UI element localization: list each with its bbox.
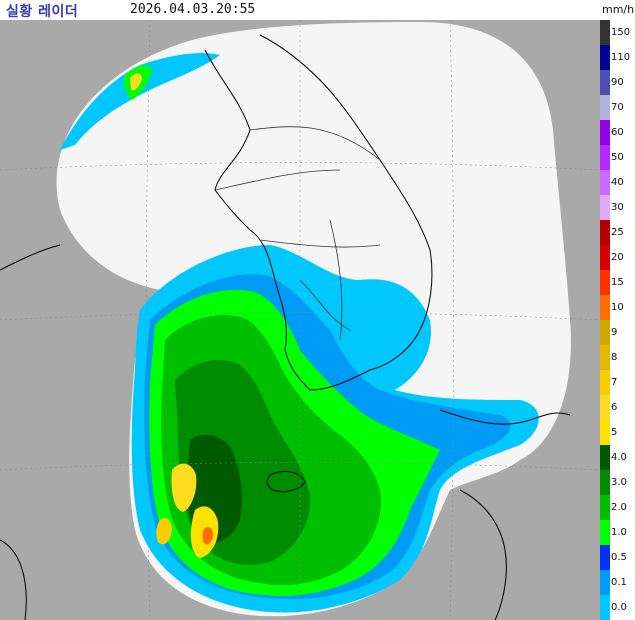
precipitation-northwest: [60, 53, 220, 150]
legend-label: 10: [611, 301, 624, 313]
legend-swatch: [600, 570, 610, 595]
legend-swatch: [600, 320, 610, 345]
legend-swatch: [600, 45, 610, 70]
legend-label: 3.0: [611, 476, 627, 488]
legend-swatch: [600, 195, 610, 220]
radar-map[interactable]: [0, 20, 600, 620]
legend-swatch: [600, 95, 610, 120]
legend-label: 5: [611, 426, 618, 438]
legend-label: 60: [611, 126, 624, 138]
observation-timestamp: 2026.04.03.20:55: [130, 2, 256, 17]
legend-label: 50: [611, 151, 624, 163]
legend-label: 7: [611, 376, 618, 388]
legend-swatch: [600, 170, 610, 195]
legend-swatch: [600, 470, 610, 495]
legend-label: 0.0: [611, 601, 627, 613]
legend-label: 6: [611, 401, 618, 413]
legend-swatch: [600, 295, 610, 320]
legend-swatch: [600, 545, 610, 570]
radar-map-svg: [0, 20, 600, 620]
legend-label: 2.0: [611, 501, 627, 513]
page-title: 실황 레이더: [6, 4, 79, 20]
legend-swatch: [600, 420, 610, 445]
legend-label: 25: [611, 226, 624, 238]
rain-rate-legend: 150 110 90 70 60 50 40 30 25 20 15 10 9 8 7 6 5 4.0 3.0 2.0…: [600, 20, 635, 620]
legend-label: 20: [611, 251, 624, 263]
legend-swatch: [600, 120, 610, 145]
legend-swatch: [600, 595, 610, 620]
legend-swatch: [600, 445, 610, 470]
graticule: [0, 20, 600, 620]
legend-swatch: [600, 220, 610, 245]
legend-label: 8: [611, 351, 618, 363]
legend-swatch: [600, 495, 610, 520]
legend-swatch: [600, 395, 610, 420]
legend-label: 1.0: [611, 526, 627, 538]
legend-label: 15: [611, 276, 624, 288]
province-boundaries: [214, 126, 381, 341]
legend-label: 4.0: [611, 451, 627, 463]
precipitation-heavy: [156, 463, 219, 558]
legend-swatch: [600, 520, 610, 545]
legend-label: 40: [611, 176, 624, 188]
legend-unit: mm/h: [602, 3, 635, 16]
legend-label: 150: [611, 26, 631, 38]
legend-swatch: [600, 345, 610, 370]
legend-swatch: [600, 20, 610, 45]
legend-swatch: [600, 245, 610, 270]
legend-swatch: [600, 145, 610, 170]
legend-swatch: [600, 270, 610, 295]
legend-label: 0.1: [611, 576, 627, 588]
legend-label: 9: [611, 326, 618, 338]
header-bar: 실황 레이더 2026.04.03.20:55: [0, 0, 600, 20]
legend-swatch: [600, 70, 610, 95]
legend-swatch: [600, 370, 610, 395]
legend-label: 90: [611, 76, 624, 88]
legend-label: 110: [611, 51, 631, 63]
legend-label: 0.5: [611, 551, 627, 563]
legend-label: 30: [611, 201, 624, 213]
legend-label: 70: [611, 101, 624, 113]
